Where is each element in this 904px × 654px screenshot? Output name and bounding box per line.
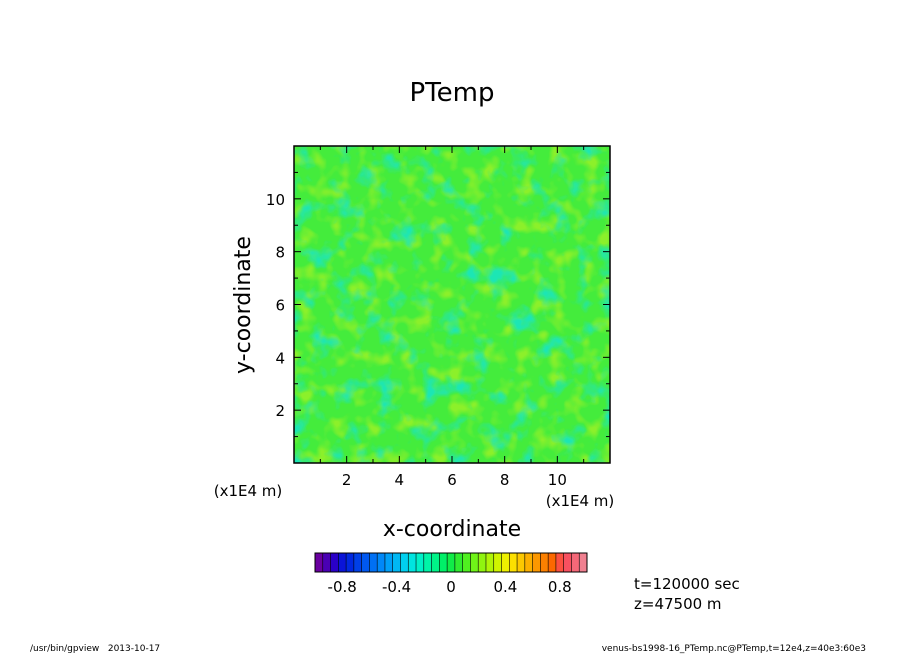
colorbar-swatch	[563, 553, 572, 572]
colorbar-tick-label: -0.4	[382, 578, 411, 596]
colorbar-swatch	[462, 553, 471, 572]
colorbar-swatch	[353, 553, 362, 572]
y-tick-label: 6	[275, 297, 285, 315]
colorbar-tick-label: 0.8	[548, 578, 572, 596]
colorbar-swatch	[392, 553, 401, 572]
colorbar-swatch	[361, 553, 370, 572]
colorbar-swatch	[400, 553, 409, 572]
colorbar-swatch	[478, 553, 487, 572]
x-unit-label: (x1E4 m)	[546, 492, 615, 510]
heatmap-field	[294, 146, 610, 463]
x-tick-label: 2	[342, 471, 352, 489]
colorbar-swatch	[369, 553, 378, 572]
colorbar-swatch	[532, 553, 541, 572]
colorbar-swatch	[315, 553, 324, 572]
y-axis-label: y-coordinate	[231, 236, 256, 374]
colorbar-swatch	[416, 553, 425, 572]
x-tick-label: 8	[500, 471, 510, 489]
y-tick-label: 4	[275, 349, 285, 367]
colorbar-swatch	[485, 553, 495, 572]
y-tick-label: 10	[266, 191, 285, 209]
colorbar-tick-label: 0.4	[493, 578, 517, 596]
footer-right: venus-bs1998-16_PTemp.nc@PTemp,t=12e4,z=…	[602, 644, 866, 654]
x-tick-label: 6	[447, 471, 457, 489]
colorbar-tick-label: 0	[446, 578, 456, 596]
y-tick-label: 8	[275, 244, 285, 262]
colorbar-tick-label: -0.8	[328, 578, 357, 596]
colorbar-swatch	[384, 553, 394, 572]
x-tick-label: 10	[548, 471, 567, 489]
colorbar-swatch	[447, 553, 456, 572]
height-annotation: z=47500 m	[634, 595, 722, 613]
y-tick-label: 2	[275, 402, 285, 420]
colorbar-swatch	[548, 553, 557, 572]
colorbar-swatch	[524, 553, 533, 572]
colorbar-swatch	[501, 553, 510, 572]
colorbar-frame	[314, 552, 588, 573]
colorbar	[314, 552, 588, 573]
colorbar-swatch	[338, 553, 347, 572]
colorbar-swatch	[509, 553, 518, 572]
y-unit-label: (x1E4 m)	[214, 482, 283, 500]
x-axis: 2 4 6 8 10	[319, 146, 585, 489]
x-axis-label: x-coordinate	[383, 517, 521, 542]
time-annotation: t=120000 sec	[634, 575, 740, 593]
colorbar-swatch	[423, 553, 432, 572]
colorbar-swatch	[470, 553, 479, 572]
colorbar-swatch	[322, 553, 331, 572]
colorbar-swatch	[555, 553, 564, 572]
colorbar-swatch	[579, 553, 588, 572]
chart-title: PTemp	[410, 78, 495, 108]
colorbar-swatch	[431, 553, 440, 572]
colorbar-swatch	[517, 553, 526, 572]
colorbar-swatch	[377, 553, 386, 572]
colorbar-swatch	[439, 553, 448, 572]
colorbar-swatch	[330, 553, 339, 572]
colorbar-swatch	[346, 553, 355, 572]
colorbar-swatch	[571, 553, 580, 572]
x-tick-label: 4	[395, 471, 405, 489]
colorbar-swatch	[540, 553, 549, 572]
y-axis: 2 4 6 8 10	[266, 171, 610, 438]
colorbar-ticks: -0.8 -0.4 0 0.4 0.8	[328, 578, 572, 596]
footer-left: /usr/bin/gpview 2013-10-17	[30, 644, 160, 654]
colorbar-swatch	[408, 553, 417, 572]
colorbar-swatch	[493, 553, 502, 572]
colorbar-swatch	[454, 553, 463, 572]
